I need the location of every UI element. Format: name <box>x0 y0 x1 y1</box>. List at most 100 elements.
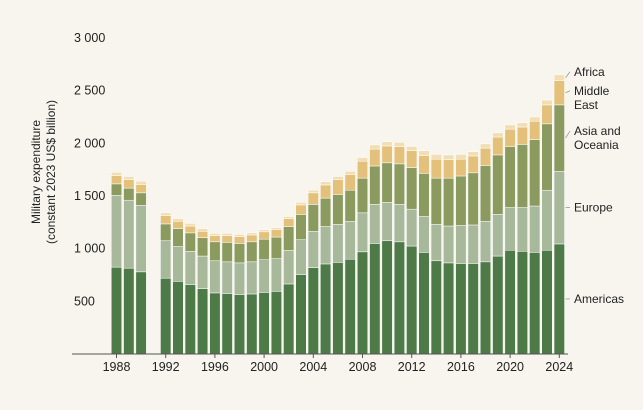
bar-segment-americas-1995 <box>197 288 209 355</box>
bar-segment-middle-east-2009 <box>369 148 381 167</box>
bar-segment-asia-and-oceania-2003 <box>295 214 307 240</box>
bar-segment-africa-1994 <box>184 223 196 227</box>
bar-segment-asia-and-oceania-2018 <box>480 165 491 222</box>
bar-segment-africa-2001 <box>270 227 282 230</box>
bar-segment-americas-1988 <box>111 266 122 355</box>
bar-segment-americas-1999 <box>246 293 258 355</box>
bar-segment-africa-2016 <box>455 154 467 160</box>
bar-segment-europe-2016 <box>455 225 467 264</box>
bar-segment-asia-and-oceania-2015 <box>443 177 455 227</box>
bar-segment-africa-2020 <box>504 124 516 130</box>
bar-segment-europe-1997 <box>221 261 233 294</box>
bar-segment-africa-1988 <box>111 172 122 176</box>
x-tick-label: 2024 <box>545 360 573 374</box>
x-tick-label: 1992 <box>152 360 180 374</box>
bar-segment-middle-east-1998 <box>234 236 245 244</box>
bar-segment-middle-east-1993 <box>172 221 184 229</box>
bar-segment-europe-2021 <box>516 207 528 252</box>
bar-segment-middle-east-1999 <box>246 234 258 243</box>
bar-segment-middle-east-1996 <box>209 235 221 243</box>
bar-segment-americas-1997 <box>221 293 233 355</box>
legend-leader-line <box>565 130 571 139</box>
bar-segment-americas-1998 <box>234 294 245 355</box>
bar-segment-europe-1998 <box>234 262 245 295</box>
bar-segment-europe-2003 <box>295 239 307 275</box>
bar-segment-middle-east-2007 <box>344 174 356 191</box>
bar-segment-europe-1988 <box>111 195 122 268</box>
bar-segment-europe-2000 <box>258 259 270 293</box>
bar-segment-asia-and-oceania-2014 <box>430 177 442 225</box>
y-axis-title-line2: (constant 2023 US$ billion) <box>44 100 58 244</box>
bar-segment-americas-2019 <box>492 255 504 355</box>
bar-segment-americas-1990 <box>135 271 147 355</box>
bar-segment-americas-2007 <box>344 258 356 355</box>
bar-segment-africa-2021 <box>516 122 528 128</box>
x-tick-label: 1996 <box>201 360 229 374</box>
bar-segment-asia-and-oceania-2000 <box>258 238 270 260</box>
bar-segment-europe-2004 <box>307 231 319 268</box>
bar-segment-africa-2006 <box>332 176 344 180</box>
bar-segment-middle-east-1997 <box>221 235 233 243</box>
bar-segment-middle-east-2014 <box>430 158 442 179</box>
bar-segment-africa-1993 <box>172 218 184 222</box>
x-tick-label: 2020 <box>496 360 524 374</box>
bar-segment-americas-1996 <box>209 292 221 355</box>
bar-segment-middle-east-1990 <box>135 184 147 194</box>
bar-segment-africa-2003 <box>295 202 307 206</box>
x-tick-label: 2012 <box>398 360 426 374</box>
legend-label-europe: Europe <box>574 201 613 215</box>
bar-segment-africa-2023 <box>541 99 553 106</box>
y-tick-label: 3 000 <box>74 31 105 45</box>
bar-segment-europe-1990 <box>135 205 147 273</box>
bar-segment-americas-1994 <box>184 284 196 355</box>
bar-segment-asia-and-oceania-2022 <box>529 139 541 207</box>
bar-segment-americas-2017 <box>467 263 479 355</box>
bar-segment-europe-1992 <box>160 240 172 279</box>
bar-segment-africa-1998 <box>234 234 245 237</box>
bar-segment-africa-2009 <box>369 144 381 150</box>
bar-segment-middle-east-2010 <box>381 145 393 164</box>
bar-segment-middle-east-1988 <box>111 175 122 185</box>
bar-segment-europe-2006 <box>332 224 344 263</box>
bar-segment-middle-east-2016 <box>455 158 467 177</box>
x-tick-labels: 1988 1992 1996 2000 2004 2008 2012 2016 2020 2024 <box>103 354 573 374</box>
bar-segment-americas-1992 <box>160 277 172 355</box>
bar-segment-europe-2015 <box>443 225 455 264</box>
x-tick-label: 1988 <box>103 360 131 374</box>
bar-segment-asia-and-oceania-2021 <box>516 144 528 208</box>
bar-segment-europe-2017 <box>467 224 479 264</box>
bar-segment-africa-2015 <box>443 154 455 160</box>
y-tick-label: 500 <box>74 294 95 308</box>
bar-segment-asia-and-oceania-1992 <box>160 223 172 242</box>
bar-segment-asia-and-oceania-2019 <box>492 154 504 215</box>
bar-segment-asia-and-oceania-2016 <box>455 175 467 226</box>
bar-segment-africa-2011 <box>393 142 405 147</box>
y-tick-label: 2 000 <box>74 136 105 150</box>
bar-segment-africa-1995 <box>197 228 209 232</box>
bar-segment-africa-2017 <box>467 151 479 157</box>
bar-segment-middle-east-1992 <box>160 215 172 225</box>
bar-segment-asia-and-oceania-2008 <box>357 177 368 214</box>
bar-segment-asia-and-oceania-2011 <box>393 163 405 205</box>
bar-segment-americas-2002 <box>283 283 295 355</box>
bar-segment-middle-east-2002 <box>283 218 295 227</box>
bar-segment-americas-2012 <box>406 245 418 355</box>
bar-segment-europe-2010 <box>381 202 393 242</box>
bar-segment-africa-1996 <box>209 233 221 236</box>
bar-segment-americas-2003 <box>295 274 307 355</box>
bar-segment-africa-2010 <box>381 141 393 147</box>
x-tick-label: 2000 <box>250 360 278 374</box>
bar-segment-europe-2008 <box>357 212 368 253</box>
bar-segment-europe-2022 <box>529 205 541 253</box>
bar-segment-asia-and-oceania-1995 <box>197 237 209 257</box>
bar-segment-europe-2001 <box>270 258 282 292</box>
bar-segment-asia-and-oceania-2006 <box>332 194 344 225</box>
bar-segment-americas-2021 <box>516 251 528 355</box>
bars-group <box>111 74 565 355</box>
bar-segment-americas-2023 <box>541 250 553 355</box>
bar-segment-middle-east-2023 <box>541 104 553 125</box>
bar-segment-europe-1996 <box>209 260 221 294</box>
bar-segment-asia-and-oceania-2020 <box>504 146 516 208</box>
bar-segment-africa-1997 <box>221 233 233 236</box>
